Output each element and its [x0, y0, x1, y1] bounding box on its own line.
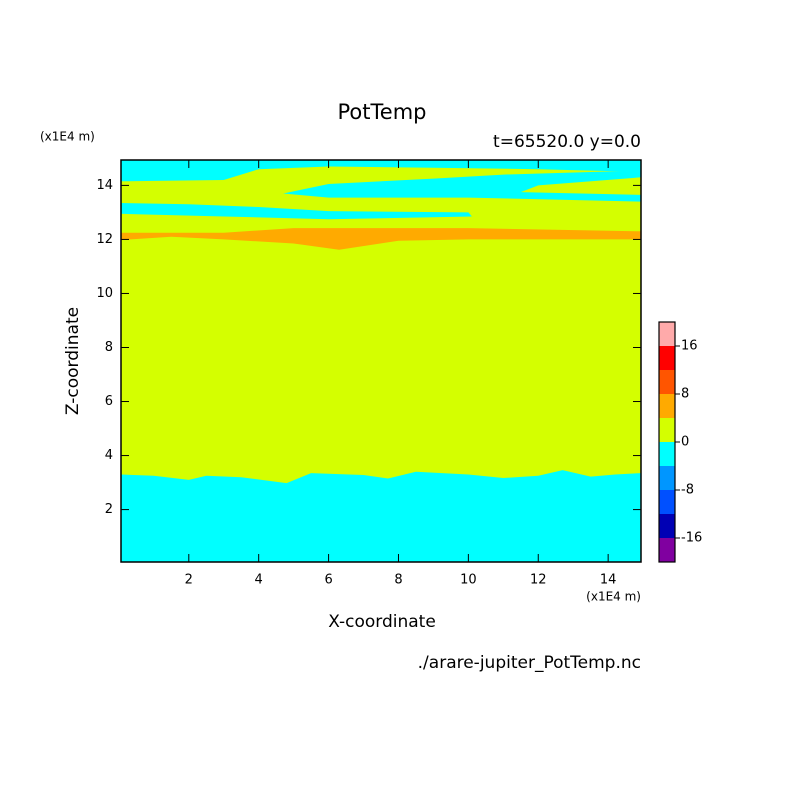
x-tick-label: 10	[460, 573, 477, 588]
file-label: ./arare-jupiter_PotTemp.nc	[418, 653, 641, 673]
x-tick-label: 6	[324, 573, 332, 588]
y-tick-label: 14	[96, 178, 113, 193]
x-tick-label: 12	[530, 573, 547, 588]
axes: 2 4 6 8 10 12 14 2 4 6 8 10 12 14 -16 -8 0 8 16	[96, 159, 702, 588]
x-tick-label: 8	[394, 573, 402, 588]
contour-region	[121, 160, 641, 182]
plot-frame	[120, 159, 642, 563]
contour-region	[121, 203, 472, 220]
colorbar-box	[659, 322, 675, 346]
colorbar-tick-label: -16	[681, 531, 702, 546]
colorbar-box	[659, 418, 675, 442]
y-tick-label: 10	[96, 286, 113, 301]
y-tick-label: 8	[105, 340, 113, 355]
colorbar-box	[659, 394, 675, 418]
y-tick-label: 12	[96, 232, 113, 247]
colorbar-tick-label: 8	[681, 387, 689, 402]
x-tick-label: 14	[600, 573, 617, 588]
y-unit: (x1E4 m)	[40, 130, 95, 144]
x-tick-label: 2	[185, 573, 193, 588]
contour-region	[121, 228, 641, 250]
y-axis-label: Z-coordinate	[63, 307, 83, 415]
contour-region	[121, 470, 641, 562]
colorbar-box	[659, 370, 675, 394]
colorbar-box	[659, 442, 675, 466]
subtitle: t=65520.0 y=0.0	[493, 132, 641, 152]
chart-title: PotTemp	[338, 100, 427, 124]
y-tick-label: 4	[105, 448, 113, 463]
plot-area	[121, 160, 641, 562]
y-tick-label: 6	[105, 394, 113, 409]
contour-region	[283, 170, 641, 202]
y-tick-label: 2	[105, 502, 113, 517]
colorbar-box	[659, 538, 675, 562]
x-tick-label: 4	[255, 573, 263, 588]
x-axis-label: X-coordinate	[328, 612, 436, 632]
colorbar-box	[659, 346, 675, 370]
colorbar-tick-label: 0	[681, 435, 689, 450]
colorbar-tick-label: -8	[681, 483, 694, 498]
colorbar-box	[659, 514, 675, 538]
colorbar-tick-label: 16	[681, 339, 698, 354]
colorbar-box	[659, 466, 675, 490]
colorbar-box	[659, 490, 675, 514]
x-unit: (x1E4 m)	[586, 590, 641, 604]
